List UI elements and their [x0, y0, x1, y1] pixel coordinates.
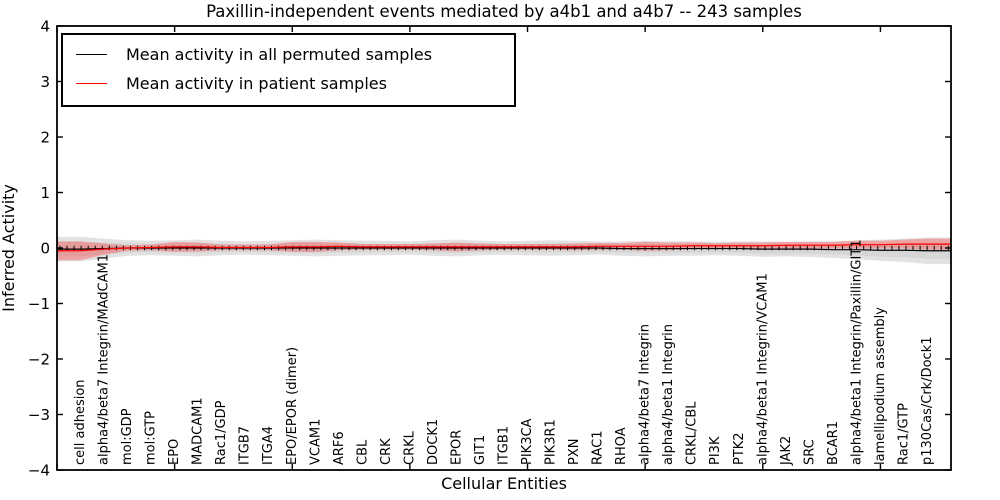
- legend: Mean activity in all permuted samples Me…: [61, 33, 516, 107]
- x-category-label: CRK: [379, 438, 394, 465]
- x-category-label: alpha4/beta7 Integrin/MAdCAM1: [97, 254, 112, 465]
- patient-mean-line: [57, 243, 951, 252]
- y-tick-label: −4: [28, 462, 50, 480]
- x-category-label: Rac1/GTP: [896, 403, 911, 465]
- x-category-label: PTK2: [732, 432, 747, 465]
- x-category-label: EPO: [167, 439, 182, 465]
- x-category-label: alpha4/beta1 Integrin/Paxillin/GIT1: [849, 239, 864, 465]
- x-category-label: ITGA4: [261, 426, 276, 465]
- x-category-label: VCAM1: [308, 419, 323, 465]
- x-category-label: ITGB1: [497, 426, 512, 465]
- x-category-labels: cell adhesion alpha4/beta7 Integrin/MAdCA…: [73, 239, 935, 466]
- x-category-label: CRKL/CBL: [685, 401, 700, 465]
- x-category-label: ITGB7: [238, 426, 253, 465]
- y-axis-title: Inferred Activity: [0, 184, 18, 312]
- x-category-label: RAC1: [591, 430, 606, 465]
- x-category-label: BCAR1: [826, 421, 841, 465]
- x-category-label: PIK3CA: [520, 418, 535, 465]
- x-category-label: RHOA: [614, 427, 629, 465]
- permuted-line-swatch-icon: [76, 54, 107, 55]
- y-tick-label: 2: [40, 129, 50, 147]
- y-tick-label: 3: [40, 73, 50, 91]
- x-category-label: MADCAM1: [191, 397, 206, 465]
- patient-line-swatch-icon: [76, 83, 107, 84]
- y-tick-label: −3: [28, 406, 50, 424]
- x-category-label: alpha4/beta1 Integrin/VCAM1: [755, 273, 770, 465]
- x-category-label: p130Cas/Crk/Dock1: [920, 336, 935, 465]
- x-category-label: alpha4/beta1 Integrin: [661, 324, 676, 465]
- x-category-label: GIT1: [473, 435, 488, 465]
- x-category-label: lamellipodium assembly: [873, 307, 888, 465]
- permuted-mean-line: [57, 247, 951, 252]
- x-category-label: mol:GDP: [120, 408, 135, 465]
- x-category-label: Rac1/GDP: [214, 400, 229, 465]
- x-category-label: ARF6: [332, 431, 347, 465]
- x-category-label: CRKL: [402, 430, 417, 465]
- x-category-label: JAK2: [779, 436, 794, 466]
- x-category-label: PXN: [567, 439, 582, 465]
- chart-title: Paxillin-independent events mediated by …: [206, 2, 802, 21]
- legend-item-permuted: Mean activity in all permuted samples: [76, 40, 514, 69]
- y-tick-label: −1: [28, 295, 50, 313]
- y-tick-label: −2: [28, 351, 50, 369]
- x-category-label: EPOR: [449, 430, 464, 465]
- x-category-label: PIK3R1: [544, 419, 559, 465]
- x-category-label: cell adhesion: [73, 379, 88, 465]
- y-tick-label: 4: [40, 18, 50, 36]
- x-category-label: DOCK1: [426, 419, 441, 465]
- y-tick-labels: 4 3 2 1 0 −1 −2 −3 −4: [28, 18, 50, 480]
- x-category-label: CBL: [355, 439, 370, 465]
- x-category-label: mol:GTP: [144, 411, 159, 465]
- legend-label: Mean activity in all permuted samples: [126, 45, 433, 64]
- x-axis-title: Cellular Entities: [441, 474, 567, 493]
- x-category-label: SRC: [802, 439, 817, 465]
- legend-item-patient: Mean activity in patient samples: [76, 69, 514, 98]
- x-category-label: PI3K: [708, 436, 723, 465]
- x-category-label: EPO/EPOR (dimer): [285, 347, 300, 465]
- legend-label: Mean activity in patient samples: [126, 74, 387, 93]
- y-tick-label: 0: [40, 240, 50, 258]
- y-tick-label: 1: [40, 184, 50, 202]
- axis-ticks: [56, 25, 951, 471]
- x-category-label: alpha4/beta7 Integrin: [638, 324, 653, 465]
